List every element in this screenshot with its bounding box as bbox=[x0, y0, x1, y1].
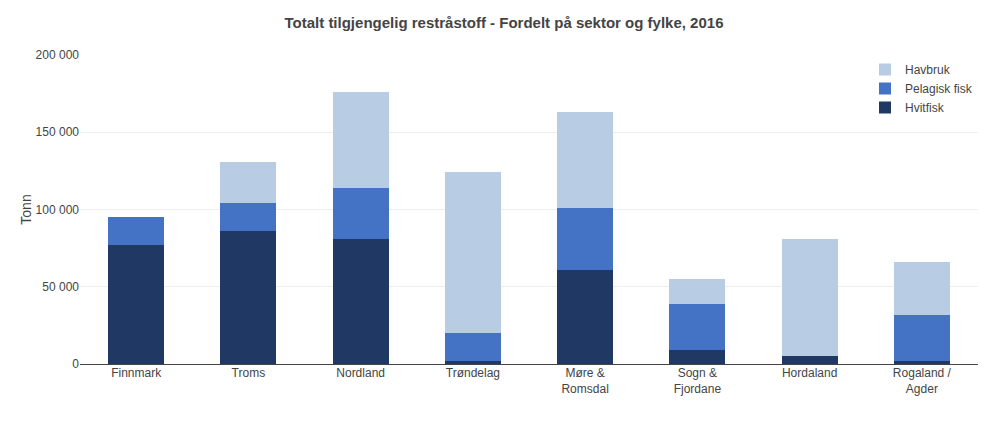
svg-text:Tonn: Tonn bbox=[18, 194, 34, 224]
svg-text:Hordaland: Hordaland bbox=[782, 366, 837, 380]
svg-text:Pelagisk fisk: Pelagisk fisk bbox=[905, 82, 973, 96]
svg-text:Finnmark: Finnmark bbox=[111, 366, 162, 380]
svg-text:200 000: 200 000 bbox=[36, 48, 80, 62]
svg-text:Hvitfisk: Hvitfisk bbox=[905, 101, 945, 115]
svg-text:Nordland: Nordland bbox=[336, 366, 385, 380]
svg-text:Troms: Troms bbox=[232, 366, 266, 380]
svg-text:100 000: 100 000 bbox=[36, 203, 80, 217]
svg-text:0: 0 bbox=[72, 357, 79, 371]
svg-text:Rogaland /Agder: Rogaland /Agder bbox=[893, 366, 952, 396]
svg-text:Sogn &Fjordane: Sogn &Fjordane bbox=[674, 366, 722, 396]
svg-text:Havbruk: Havbruk bbox=[905, 63, 951, 77]
svg-text:Trøndelag: Trøndelag bbox=[446, 366, 500, 380]
svg-text:150 000: 150 000 bbox=[36, 125, 80, 139]
svg-text:50 000: 50 000 bbox=[42, 280, 79, 294]
svg-text:Møre &Romsdal: Møre &Romsdal bbox=[561, 366, 608, 396]
svg-text:Totalt tilgjengelig restråstof: Totalt tilgjengelig restråstoff - Fordel… bbox=[285, 14, 724, 31]
